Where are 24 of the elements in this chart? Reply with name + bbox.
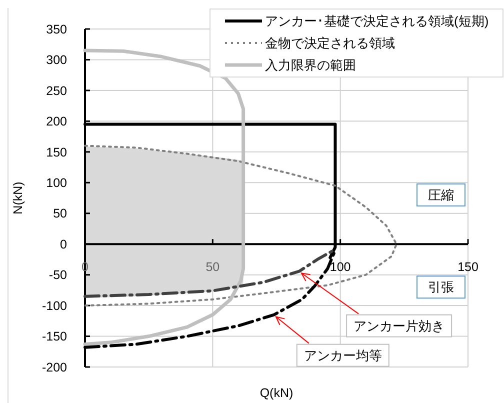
legend-label: アンカー･基礎で決定される領域(短期)	[265, 14, 489, 29]
y-tick-label: 0	[60, 237, 68, 252]
y-tick-label: 350	[46, 22, 68, 36]
annotation: アンカー均等	[304, 348, 382, 363]
x-tick-label: 50	[206, 260, 220, 274]
x-tick-label: 100	[330, 260, 351, 274]
y-tick-label: 100	[46, 176, 68, 190]
y-tick-label: 50	[53, 206, 68, 221]
y-tick-label: -200	[42, 360, 68, 374]
annotation: アンカー片効き	[354, 318, 445, 334]
legend-label: 入力限界の範囲	[265, 58, 356, 73]
y-tick-label: 150	[46, 145, 68, 160]
y-tick-label: -50	[48, 268, 68, 282]
y-tick-label: -100	[42, 298, 68, 313]
y-tick-label: -150	[42, 330, 68, 344]
legend-label: 金物で決定される領域	[265, 36, 395, 51]
y-tick-label: 250	[46, 84, 68, 98]
y-tick-label: 300	[46, 53, 68, 68]
annotation: 引張	[428, 280, 454, 295]
x-tick-label: 150	[458, 260, 478, 274]
y-axis-title: N(kN)	[11, 182, 25, 214]
y-tick-label: 200	[46, 114, 68, 129]
annotation: 圧縮	[428, 187, 454, 202]
x-axis-title: Q(kN)	[260, 386, 294, 400]
